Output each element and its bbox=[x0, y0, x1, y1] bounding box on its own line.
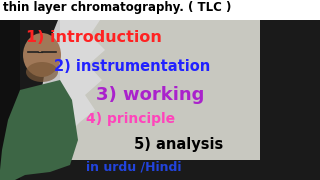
Bar bbox=[0, 0, 320, 20]
Polygon shape bbox=[0, 80, 78, 180]
Text: 2) instrumentation: 2) instrumentation bbox=[54, 59, 211, 74]
Bar bbox=[60, 20, 260, 160]
Ellipse shape bbox=[26, 62, 58, 82]
Bar bbox=[0, 0, 320, 20]
Text: thin layer chromatography. ( TLC ): thin layer chromatography. ( TLC ) bbox=[3, 1, 232, 15]
Text: 1) introduction: 1) introduction bbox=[26, 30, 162, 45]
Text: 4) principle: 4) principle bbox=[86, 112, 176, 126]
Polygon shape bbox=[40, 5, 105, 140]
Ellipse shape bbox=[23, 33, 61, 77]
Text: in urdu /Hindi: in urdu /Hindi bbox=[86, 161, 182, 174]
Text: 3) working: 3) working bbox=[96, 86, 204, 104]
Bar bbox=[0, 0, 20, 180]
Text: 5) analysis: 5) analysis bbox=[134, 136, 224, 152]
